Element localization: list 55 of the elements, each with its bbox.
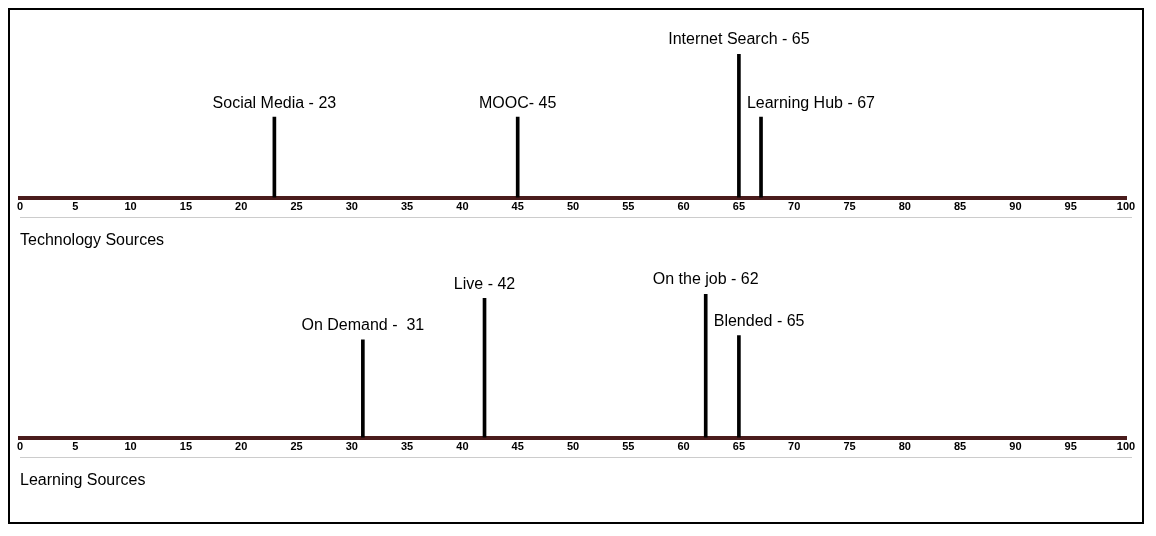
bar — [361, 339, 365, 438]
x-tick-label: 60 — [677, 200, 690, 213]
x-tick-label: 80 — [898, 200, 911, 213]
annotation: Blended - 65 — [713, 312, 805, 330]
x-tick-label: 35 — [400, 440, 414, 453]
x-tick-label: 15 — [179, 200, 193, 213]
x-tick-label: 85 — [953, 200, 967, 213]
x-tick-label: 45 — [511, 200, 524, 213]
x-tick-label: 90 — [1009, 440, 1022, 453]
x-tick-label: 15 — [179, 440, 193, 453]
x-tick-label: 25 — [290, 200, 303, 213]
x-tick-label: 70 — [788, 440, 801, 453]
x-tick-label: 30 — [345, 200, 358, 213]
x-tick-label: 80 — [898, 440, 911, 453]
x-tick-label: 25 — [290, 440, 303, 453]
x-tick-label: 20 — [235, 440, 248, 453]
x-tick-label: 70 — [788, 200, 801, 213]
x-tick-label: 75 — [843, 200, 856, 213]
bar — [703, 294, 708, 438]
annotation: MOOC- 45 — [479, 93, 557, 111]
x-tick-label: 95 — [1064, 200, 1077, 213]
x-tick-label: 65 — [732, 200, 746, 213]
x-axis-title: Technology Sources — [20, 230, 165, 248]
x-tick-label: 0 — [16, 200, 24, 213]
x-tick-label: 45 — [511, 440, 524, 453]
x-tick-label: 50 — [566, 440, 580, 453]
x-tick-label: 20 — [235, 200, 248, 213]
x-tick-label: 65 — [732, 440, 746, 453]
x-tick-label: 35 — [400, 200, 414, 213]
x-tick-label: 0 — [16, 440, 24, 453]
bar — [737, 335, 741, 438]
x-tick-label: 50 — [566, 200, 580, 213]
x-tick-label: 10 — [124, 200, 137, 213]
x-tick-label: 55 — [622, 440, 635, 453]
x-tick-label: 60 — [677, 440, 690, 453]
annotation: Internet Search - 65 — [668, 30, 810, 48]
x-tick-label: 85 — [953, 440, 967, 453]
x-tick-label: 95 — [1064, 440, 1077, 453]
x-tick-label: 75 — [843, 440, 856, 453]
annotation: Live - 42 — [453, 274, 516, 292]
x-tick-label: 55 — [622, 200, 635, 213]
x-axis-title: Learning Sources — [20, 470, 146, 488]
annotation: Learning Hub - 67 — [746, 93, 876, 111]
x-tick-label: 5 — [72, 440, 79, 453]
x-tick-label: 100 — [1116, 440, 1136, 453]
x-tick-label: 5 — [72, 200, 79, 213]
x-tick-label: 40 — [456, 440, 469, 453]
x-tick-label: 100 — [1116, 200, 1136, 213]
x-tick-label: 40 — [456, 200, 469, 213]
x-tick-label: 30 — [345, 440, 358, 453]
x-tick-label: 90 — [1009, 200, 1022, 213]
annotation: On Demand - 31 — [301, 316, 425, 334]
annotation: On the job - 62 — [652, 270, 759, 288]
annotation: Social Media - 23 — [212, 93, 337, 111]
x-tick-label: 10 — [124, 440, 137, 453]
